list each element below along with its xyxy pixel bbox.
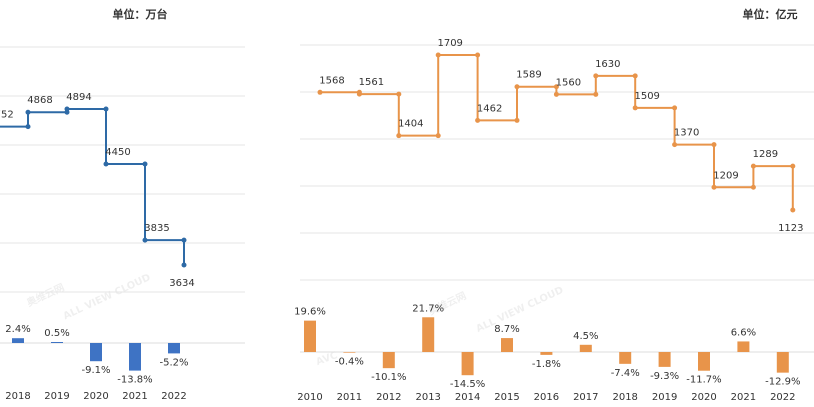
step-point: [711, 184, 717, 190]
x-tick-label: 2017: [573, 392, 598, 403]
growth-label: -13.8%: [117, 375, 152, 386]
step-point: [356, 91, 362, 97]
step-point: [750, 163, 756, 169]
value-label: 1560: [556, 77, 581, 88]
value-label: 1568: [319, 75, 344, 86]
value-label: 1289: [753, 149, 778, 160]
value-label: 3634: [169, 278, 194, 289]
step-point: [181, 262, 187, 268]
x-tick-label: 2019: [44, 391, 69, 402]
growth-label: -1.8%: [532, 359, 561, 370]
growth-label: 0.5%: [44, 328, 69, 339]
x-tick-label: 2011: [337, 392, 362, 403]
growth-label: 4.5%: [573, 331, 598, 342]
value-label: 1630: [595, 59, 620, 70]
x-tick-label: 2012: [376, 392, 401, 403]
value-label: 1589: [516, 70, 541, 81]
value-label: 4752: [0, 110, 14, 121]
value-label: 4868: [27, 95, 52, 106]
growth-label: -10.1%: [371, 372, 406, 383]
growth-bar: [619, 352, 632, 364]
step-point: [25, 109, 31, 115]
value-label: 4450: [105, 147, 130, 158]
growth-label: 8.7%: [494, 324, 519, 335]
growth-label: 6.6%: [731, 327, 756, 338]
step-point: [103, 161, 109, 167]
value-label: 1370: [674, 128, 699, 139]
growth-bar: [501, 338, 513, 352]
growth-bar: [382, 352, 395, 369]
value-label: 1509: [634, 91, 659, 102]
value-label: 3835: [144, 223, 169, 234]
step-point: [317, 89, 323, 95]
growth-bar: [540, 352, 553, 355]
value-label: 4894: [66, 92, 91, 103]
growth-bar: [304, 320, 316, 352]
growth-bar: [12, 338, 24, 343]
x-tick-label: 2018: [5, 391, 30, 402]
growth-label: -0.4%: [335, 357, 364, 368]
growth-bar: [776, 352, 789, 373]
x-tick-label: 2019: [652, 392, 677, 403]
watermark-brand-en: ALL VIEW CLOUD: [474, 285, 565, 335]
growth-bar: [90, 343, 102, 362]
growth-bar: [698, 352, 710, 371]
chart-title: 单位：亿元: [743, 7, 798, 21]
value-label: 1209: [713, 170, 738, 181]
value-label: 1462: [477, 103, 502, 114]
step-point: [64, 106, 70, 112]
step-point: [514, 84, 520, 90]
x-tick-label: 2014: [455, 392, 480, 403]
step-point: [553, 91, 559, 97]
value-label: 1709: [437, 38, 462, 49]
growth-label: -9.1%: [81, 365, 110, 376]
growth-bar: [658, 352, 671, 367]
step-point: [396, 133, 402, 139]
growth-label: -5.2%: [159, 357, 188, 368]
growth-label: 2.4%: [5, 324, 30, 335]
watermark-brand-en: ALL VIEW CLOUD: [62, 272, 153, 322]
x-tick-label: 2020: [691, 392, 716, 403]
step-point: [475, 117, 481, 123]
growth-label: 19.6%: [294, 307, 326, 318]
growth-bar: [737, 341, 750, 352]
x-tick-label: 2018: [612, 392, 637, 403]
growth-label: -7.4%: [611, 368, 640, 379]
growth-bar: [579, 344, 592, 352]
chart-title: 单位：万台: [113, 7, 168, 21]
value-label: 1404: [398, 119, 423, 130]
x-tick-label: 2016: [534, 392, 559, 403]
value-label: 1123: [778, 223, 803, 234]
step-point: [790, 207, 796, 213]
x-tick-label: 2010: [297, 392, 322, 403]
growth-label: -9.3%: [650, 371, 679, 382]
growth-label: -14.5%: [450, 379, 485, 390]
step-point: [593, 73, 599, 79]
x-tick-label: 2013: [415, 392, 440, 403]
step-point: [632, 105, 638, 111]
watermark-brand: 奥维云网: [25, 281, 67, 310]
x-tick-label: 2021: [122, 391, 147, 402]
growth-bar: [129, 343, 141, 371]
growth-bar: [343, 352, 356, 353]
growth-bar: [461, 352, 474, 376]
x-tick-label: 2015: [494, 392, 519, 403]
growth-label: -11.7%: [686, 375, 721, 386]
step-point: [142, 237, 148, 243]
x-tick-label: 2021: [731, 392, 756, 403]
growth-bar: [422, 317, 435, 352]
step-point: [672, 142, 678, 148]
x-tick-label: 2022: [770, 392, 795, 403]
growth-bar: [51, 342, 63, 343]
growth-bar: [168, 343, 180, 354]
growth-label: -12.9%: [765, 377, 800, 388]
x-tick-label: 2022: [161, 391, 186, 402]
step-point: [435, 52, 441, 58]
value-label: 1561: [359, 77, 384, 88]
step-point: [25, 124, 31, 130]
x-tick-label: 2020: [83, 391, 108, 402]
growth-label: 21.7%: [412, 303, 444, 314]
